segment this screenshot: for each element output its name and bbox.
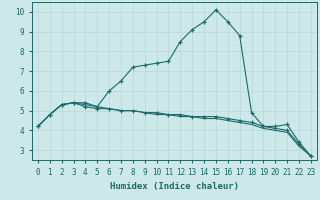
X-axis label: Humidex (Indice chaleur): Humidex (Indice chaleur) [110, 182, 239, 191]
